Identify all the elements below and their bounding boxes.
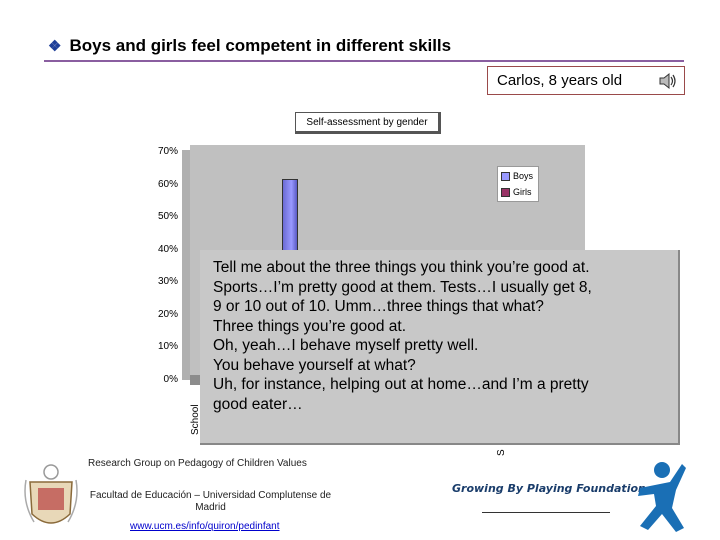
interview-quote-box: Tell me about the three things you think…: [200, 250, 680, 445]
chart-side-wall: [182, 150, 192, 380]
quote-line: Uh, for instance, helping out at home…an…: [213, 376, 589, 393]
quote-line: You behave yourself at what?: [213, 356, 416, 374]
legend-item-boys: Boys: [501, 169, 535, 183]
speaker-label: Carlos, 8 years old: [497, 72, 623, 89]
title-divider: [44, 60, 684, 62]
legend-swatch-girls: [501, 187, 510, 197]
university-crest-icon: [24, 464, 78, 524]
diamond-bullet-icon: ❖: [48, 38, 62, 55]
quote-line: good eater…: [213, 395, 303, 413]
legend-item-girls: Girls: [501, 185, 535, 199]
y-tick-label: 10%: [157, 341, 178, 353]
legend-swatch-boys: [501, 171, 510, 181]
y-tick-label: 0%: [163, 374, 178, 385]
y-tick-label: 50%: [157, 211, 178, 223]
research-group-link[interactable]: www.ucm.es/info/quiron/pedinfant: [130, 521, 280, 532]
faculty-city: Madrid: [195, 502, 226, 513]
y-tick-label: 20%: [157, 308, 178, 320]
quote-line: 9 or 10 out of 10. Umm…three things that…: [213, 298, 544, 315]
slide-title: ❖ Boys and girls feel competent in diffe…: [48, 36, 451, 56]
slide-title-text: Boys and girls feel competent in differe…: [69, 36, 452, 55]
y-tick-label: 40%: [157, 243, 178, 255]
research-group-name: Research Group on Pedagogy of Children V…: [88, 458, 307, 469]
legend-label-boys: Boys: [513, 171, 534, 181]
y-tick-label: 60%: [157, 178, 178, 190]
child-figure-logo-icon: [638, 462, 686, 532]
speaker-icon[interactable]: [657, 70, 679, 92]
x-label-partial: S: [496, 449, 507, 456]
foundation-name: Growing By Playing Foundation: [452, 482, 646, 495]
faculty-name: Facultad de Educación – Universidad Comp…: [89, 490, 332, 501]
quote-line: Oh, yeah…I behave myself pretty well.: [213, 337, 479, 354]
legend-label-girls: Girls: [513, 187, 532, 197]
foundation-divider: [482, 512, 610, 513]
chart-title: Self-assessment by gender: [295, 112, 441, 134]
y-tick-label: 30%: [157, 276, 178, 288]
quote-line: Tell me about the three things you think…: [213, 259, 590, 276]
y-tick-label: 70%: [157, 146, 178, 157]
speaker-audio-box[interactable]: Carlos, 8 years old: [487, 66, 685, 95]
quote-line: Sports…I’m pretty good at them. Tests…I …: [213, 278, 592, 296]
chart-legend: Boys Girls: [497, 166, 539, 202]
quote-line: Three things you’re good at.: [213, 317, 407, 335]
